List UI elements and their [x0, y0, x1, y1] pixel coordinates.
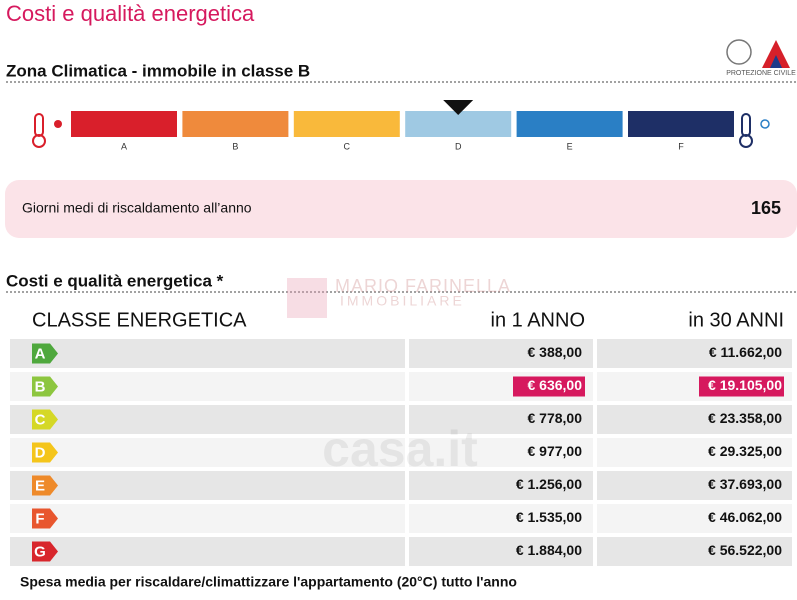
row-cell	[409, 504, 593, 533]
watermark-text: casa.it	[322, 421, 478, 477]
zone-label: B	[232, 141, 238, 151]
row-cell	[597, 504, 792, 533]
row-cell	[409, 405, 593, 434]
zone-bar	[182, 111, 289, 137]
row-cell	[597, 537, 792, 566]
cost-year: € 636,00	[528, 377, 583, 393]
class-badge	[32, 442, 58, 463]
watermark: MARIO FARINELLA IMMOBILIARE	[287, 276, 511, 318]
row-cell	[10, 405, 405, 434]
class-badge	[32, 409, 58, 430]
zone-bar	[293, 111, 400, 137]
class-letter: C	[35, 411, 46, 428]
class-badge	[32, 508, 58, 529]
row-cell	[10, 372, 405, 401]
class-letter: G	[34, 543, 46, 560]
row-cell	[10, 339, 405, 368]
heating-label: Giorni medi di riscaldamento all’anno	[22, 200, 252, 216]
row-cell	[409, 471, 593, 500]
zone-heading: Zona Climatica - immobile in classe B	[6, 61, 310, 80]
thermo-cold	[739, 113, 770, 148]
cost-year: € 1.535,00	[516, 509, 582, 525]
column-header: in 30 ANNI	[688, 309, 784, 331]
row-cell	[597, 339, 792, 368]
row-cell	[597, 438, 792, 467]
class-letter: A	[35, 345, 46, 362]
cost-thirty: € 29.325,00	[708, 443, 782, 459]
class-letter: B	[35, 378, 46, 395]
zone-bar	[516, 111, 623, 137]
class-badge	[32, 343, 58, 364]
cost-thirty: € 46.062,00	[708, 509, 782, 525]
watermark-text: IMMOBILIARE	[340, 293, 465, 309]
row-cell	[10, 438, 405, 467]
zone-bar	[71, 111, 177, 137]
cost-thirty: € 19.105,00	[708, 377, 782, 393]
cost-thirty: € 23.358,00	[708, 410, 782, 426]
cost-year: € 1.256,00	[516, 476, 582, 492]
zone-pointer	[443, 100, 474, 115]
thermo-hot	[32, 113, 62, 148]
page-title: Costi e qualità energetica	[6, 1, 255, 26]
class-badge	[32, 541, 58, 562]
row-cell	[409, 339, 593, 368]
zone-label: A	[121, 141, 127, 151]
footnote: Spesa media per riscaldare/climattizzare…	[20, 574, 517, 590]
row-cell	[10, 471, 405, 500]
zone-label: D	[455, 141, 462, 151]
column-header: in 1 ANNO	[491, 309, 585, 331]
cost-year: € 977,00	[528, 443, 583, 459]
row-cell	[597, 471, 792, 500]
highlight	[699, 376, 784, 397]
highlight	[513, 376, 585, 397]
zone-label: E	[567, 141, 573, 151]
cost-thirty: € 11.662,00	[709, 344, 782, 360]
logo-caption: PROTEZIONE CIVILE	[726, 70, 796, 77]
column-header: CLASSE ENERGETICA	[32, 309, 247, 331]
logo: PROTEZIONE CIVILE	[726, 39, 796, 77]
row-cell	[597, 405, 792, 434]
zone-bar	[405, 111, 512, 137]
class-letter: D	[35, 444, 46, 461]
zone-label: F	[678, 141, 684, 151]
row-cell	[10, 537, 405, 566]
cost-year: € 1.884,00	[516, 542, 582, 558]
cost-year: € 388,00	[528, 344, 583, 360]
watermark-text: MARIO FARINELLA	[335, 276, 511, 296]
cost-year: € 778,00	[528, 410, 583, 426]
class-badge	[32, 475, 58, 496]
row-cell	[409, 438, 593, 467]
row-cell	[409, 537, 593, 566]
zone-bar	[628, 111, 734, 137]
class-letter: E	[35, 477, 45, 494]
costs-heading: Costi e qualità energetica *	[6, 271, 224, 290]
row-cell	[10, 504, 405, 533]
class-letter: F	[35, 510, 44, 527]
cost-thirty: € 56.522,00	[708, 542, 782, 558]
heating-value: 165	[751, 198, 781, 218]
class-badge	[32, 376, 58, 397]
zone-label: C	[344, 141, 351, 151]
cost-thirty: € 37.693,00	[708, 476, 782, 492]
heating-box	[5, 180, 797, 238]
